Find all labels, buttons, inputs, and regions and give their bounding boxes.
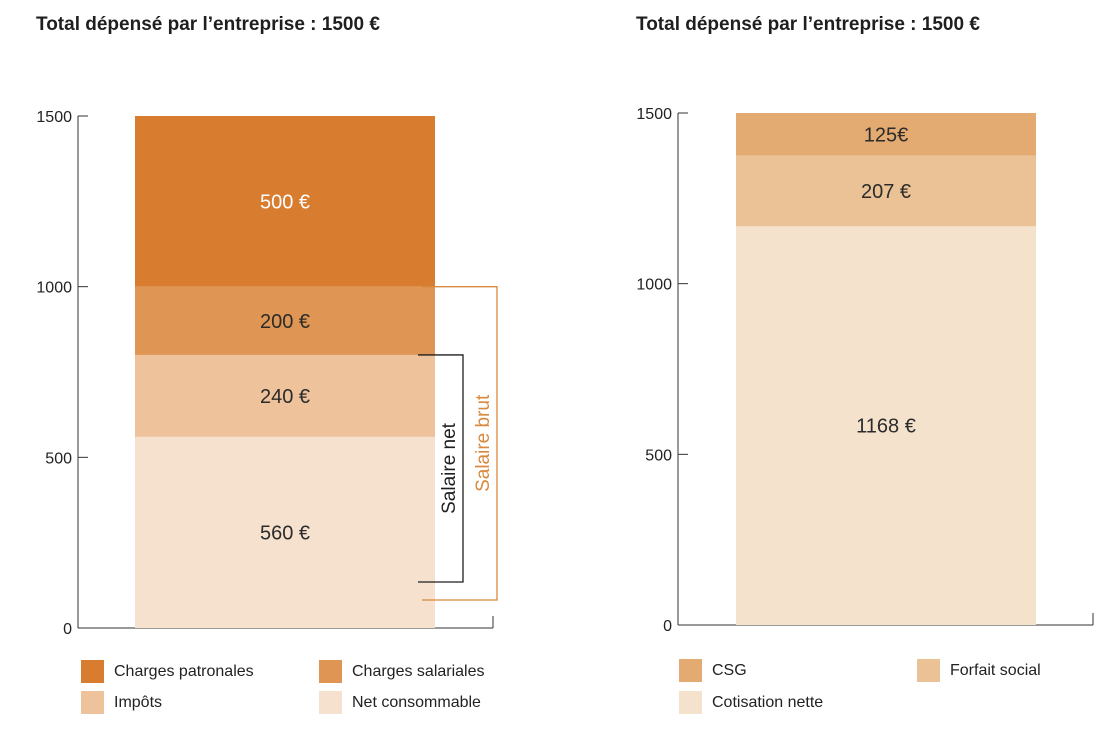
right-y-tick-label: 1500 <box>636 106 672 123</box>
right-bar-segment <box>736 155 1036 227</box>
chart-left-title: Total dépensé par l’entreprise : 1500 € <box>36 14 380 35</box>
right-bar-segment <box>736 113 1036 156</box>
legend-item-net-consommable: Net consommable <box>319 691 481 714</box>
bracket-salaire-net <box>418 354 464 583</box>
legend-item-impots: Impôts <box>81 691 162 714</box>
legend-swatch <box>319 691 342 714</box>
right-segment-label: 125€ <box>864 124 909 146</box>
legend-item-forfait-social: Forfait social <box>917 659 1041 682</box>
legend-swatch <box>917 659 940 682</box>
legend-swatch <box>81 691 104 714</box>
legend-label: Cotisation nette <box>712 693 824 711</box>
legend-swatch <box>679 659 702 682</box>
left-segment-label: 200 € <box>260 311 310 333</box>
right-y-tick-label: 500 <box>645 447 672 464</box>
right-bar-segment <box>736 226 1036 625</box>
left-y-tick-label: 500 <box>45 450 72 467</box>
legend-label: Forfait social <box>950 661 1041 679</box>
legend-label: Impôts <box>114 693 163 711</box>
bracket-label-salaire-net: Salaire net <box>439 422 460 514</box>
bracket-label-salaire-brut: Salaire brut <box>473 394 494 492</box>
legend-item-charges-salariales: Charges salariales <box>319 660 485 683</box>
legend-swatch <box>319 660 342 683</box>
left-y-tick-label: 0 <box>63 621 72 638</box>
legend-swatch <box>81 660 104 683</box>
legend-label: CSG <box>712 661 747 679</box>
legend-label: Net consommable <box>352 693 481 711</box>
left-bar-segment <box>135 286 435 355</box>
right-segment-label: 207 € <box>861 181 911 203</box>
left-bar-segment <box>135 116 435 287</box>
legend-swatch <box>679 691 702 714</box>
left-y-tick-label: 1000 <box>36 280 72 297</box>
legend-label: Charges patronales <box>114 662 254 680</box>
bracket-salaire-brut <box>422 286 498 601</box>
left-segment-label: 560 € <box>260 522 310 544</box>
left-bar-segment <box>135 354 435 437</box>
legend-item-cotisation-nette: Cotisation nette <box>679 691 823 714</box>
chart-right-title: Total dépensé par l’entreprise : 1500 € <box>636 14 980 35</box>
right-y-tick-label: 0 <box>663 618 672 635</box>
left-bar-segment <box>135 436 435 628</box>
legend-item-charges-patronales: Charges patronales <box>81 660 254 683</box>
left-segment-label: 240 € <box>260 386 310 408</box>
legend-item-csg: CSG <box>679 659 747 682</box>
right-y-tick-label: 1000 <box>636 277 672 294</box>
left-y-tick-label: 1500 <box>36 109 72 126</box>
left-segment-label: 500 € <box>260 191 310 213</box>
right-segment-label: 1168 € <box>856 416 916 438</box>
legend-label: Charges salariales <box>352 662 485 680</box>
